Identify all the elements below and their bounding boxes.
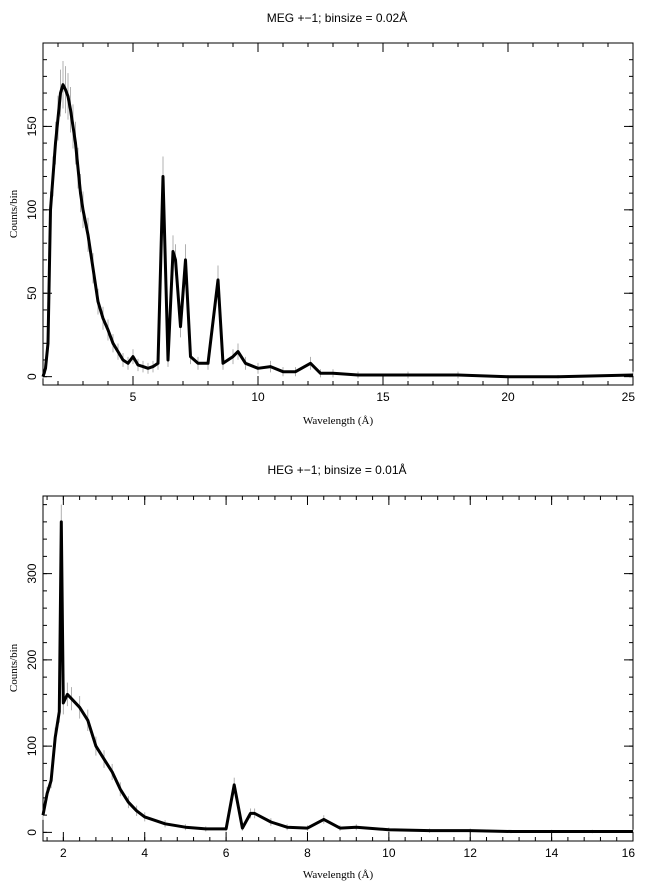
heg-x-tick-label: 10	[382, 846, 396, 860]
meg-y-tick-label: 50	[25, 286, 39, 300]
meg-y-axis-label: Counts/bin	[8, 189, 20, 238]
heg-x-tick-label: 6	[223, 846, 230, 860]
meg-y-axis: 0 50 100 150	[25, 42, 633, 380]
heg-x-axis-label: Wavelength (Å)	[303, 869, 374, 881]
meg-y-tick-label: 0	[25, 373, 39, 380]
meg-y-tick-label: 150	[25, 116, 39, 136]
meg-x-tick-label: 20	[501, 390, 515, 404]
heg-chart-title: HEG +−1; binsize = 0.01Å	[267, 462, 406, 477]
meg-x-axis: 5 10 15 20 25	[57, 43, 636, 404]
meg-series-line	[41, 83, 634, 379]
meg-y-tick-label: 100	[25, 199, 39, 219]
heg-y-axis-label: Counts/bin	[8, 643, 20, 692]
meg-plot-frame	[42, 42, 634, 386]
heg-series-line	[41, 520, 633, 833]
heg-x-tick-label: 14	[545, 846, 559, 860]
heg-x-tick-label: 4	[141, 846, 148, 860]
heg-x-tick-label: 2	[60, 846, 67, 860]
heg-x-tick-label: 12	[464, 846, 478, 860]
heg-y-axis: 0 100 200 300	[25, 504, 633, 836]
heg-x-axis: 2 4 6 8 10 12 14 16	[46, 496, 636, 860]
heg-chart: HEG +−1; binsize = 0.01Å 2 4 6 8 10 12 14 16 0 1…	[8, 462, 635, 881]
heg-x-tick-label: 16	[622, 846, 636, 860]
meg-x-axis-label: Wavelength (Å)	[303, 415, 374, 427]
heg-y-tick-label: 0	[25, 829, 39, 836]
meg-x-tick-label: 10	[251, 390, 265, 404]
meg-x-tick-label: 5	[130, 390, 137, 404]
meg-x-tick-label: 25	[622, 390, 636, 404]
heg-y-tick-label: 300	[25, 563, 39, 583]
heg-y-tick-label: 100	[25, 736, 39, 756]
heg-error-bars	[42, 504, 634, 834]
heg-x-tick-label: 8	[304, 846, 311, 860]
heg-y-tick-label: 200	[25, 650, 39, 670]
meg-error-bars	[42, 60, 634, 379]
meg-chart-title: MEG +−1; binsize = 0.02Å	[267, 10, 407, 25]
meg-x-tick-label: 15	[376, 390, 390, 404]
heg-plot-frame	[42, 495, 634, 842]
meg-chart: MEG +−1; binsize = 0.02Å 5 10 15 20 25 0 50 10…	[8, 10, 635, 427]
